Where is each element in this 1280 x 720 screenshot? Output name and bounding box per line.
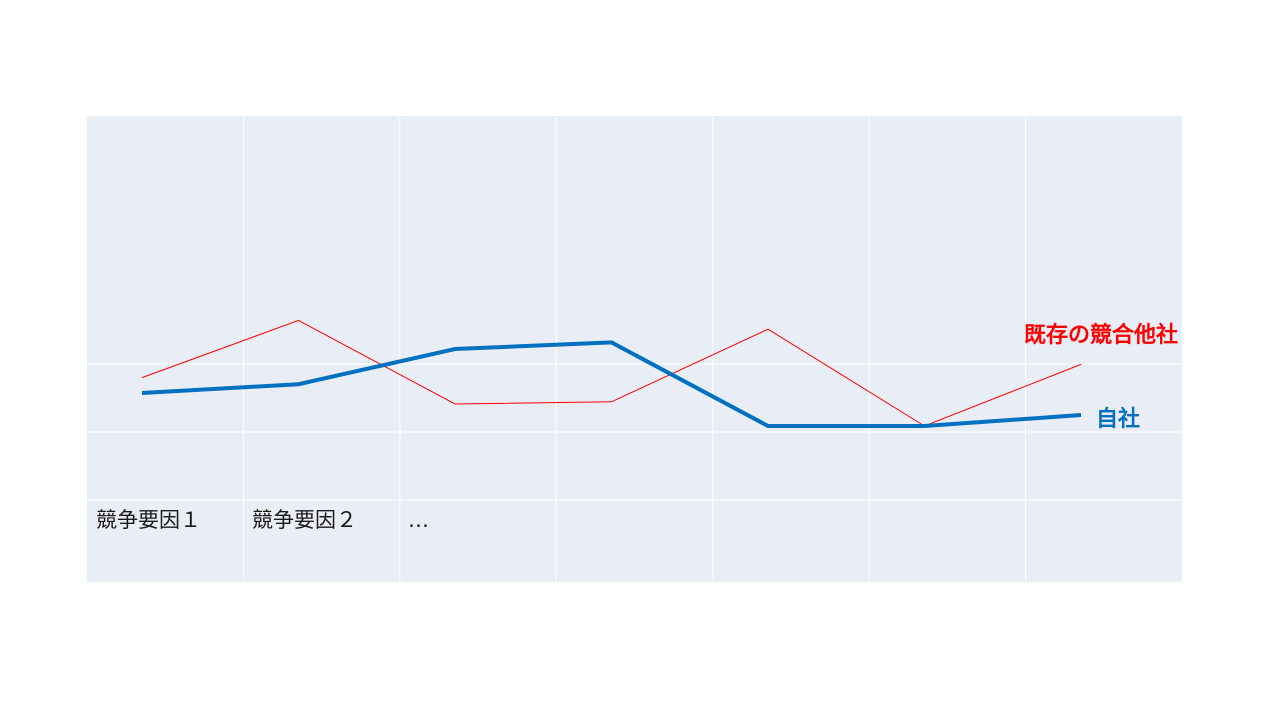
series-layer bbox=[141, 319, 1082, 428]
series-label-own: 自社 bbox=[1096, 407, 1141, 432]
series-line-own bbox=[141, 340, 1082, 428]
series-line-competitor bbox=[141, 319, 1082, 427]
factor-label-1: 競争要因１ bbox=[96, 508, 201, 532]
series-label-competitor: 既存の競合他社 bbox=[1024, 323, 1179, 348]
factor-label-2: 競争要因２ bbox=[252, 508, 357, 532]
grid-layer bbox=[87, 116, 1182, 582]
factor-label-ellipsis: … bbox=[408, 508, 429, 532]
chart-background bbox=[87, 116, 1182, 582]
